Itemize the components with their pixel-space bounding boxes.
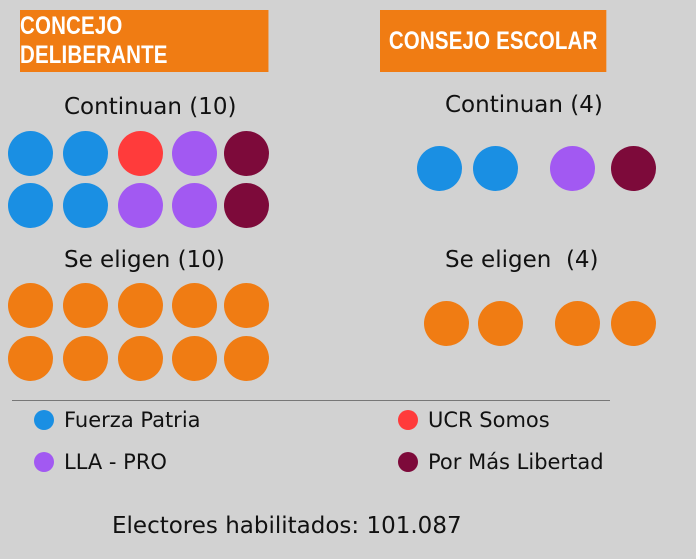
legend-label: Por Más Libertad <box>428 450 604 474</box>
seat-dot-continuan-por-mas-libertad <box>610 145 656 191</box>
consejo-eligen-label: Se eligen (4) <box>445 247 599 273</box>
legend-swatch <box>398 452 418 472</box>
consejo-continuan-label: Continuan (4) <box>445 92 603 118</box>
seat-dot-se-eligen <box>554 300 600 346</box>
legend-label: LLA - PRO <box>64 450 167 474</box>
seat-dot-se-eligen <box>477 300 523 346</box>
seat-dot-se-eligen <box>171 282 217 328</box>
seat-dot-se-eligen <box>610 300 656 346</box>
legend-swatch <box>34 452 54 472</box>
seat-dot-continuan-lla-pro <box>117 182 163 228</box>
seat-dot-se-eligen <box>423 300 469 346</box>
seat-dot-continuan-lla-pro <box>171 182 217 228</box>
seat-dot-se-eligen <box>117 282 163 328</box>
legend-item-lla-pro: LLA - PRO <box>34 450 167 474</box>
electores-habilitados: Electores habilitados: 101.087 <box>112 513 462 539</box>
seat-dot-se-eligen <box>7 335 53 381</box>
legend-swatch <box>34 410 54 430</box>
seat-dot-continuan-fuerza-patria <box>7 182 53 228</box>
seat-dot-continuan-fuerza-patria <box>62 130 108 176</box>
legend-label: Fuerza Patria <box>64 408 201 432</box>
legend-item-fuerza-patria: Fuerza Patria <box>34 408 201 432</box>
seat-dot-se-eligen <box>223 282 269 328</box>
concejo-continuan-label: Continuan (10) <box>64 94 237 120</box>
seat-dot-se-eligen <box>62 282 108 328</box>
legend-item-por-mas-libertad: Por Más Libertad <box>398 450 604 474</box>
consejo-title: CONSEJO ESCOLAR <box>388 26 598 55</box>
seat-dot-continuan-por-mas-libertad <box>223 182 269 228</box>
seat-dot-continuan-lla-pro <box>171 130 217 176</box>
legend-label: UCR Somos <box>428 408 550 432</box>
seat-dot-continuan-fuerza-patria <box>7 130 53 176</box>
seat-dot-continuan-ucr-somos <box>117 130 163 176</box>
consejo-escolar-banner: CONSEJO ESCOLAR <box>380 10 607 72</box>
concejo-title: CONCEJO DELIBERANTE <box>20 12 168 69</box>
seat-dot-se-eligen <box>223 335 269 381</box>
seat-dot-continuan-fuerza-patria <box>472 145 518 191</box>
seat-dot-se-eligen <box>7 282 53 328</box>
seat-dot-se-eligen <box>117 335 163 381</box>
seat-dot-continuan-por-mas-libertad <box>223 130 269 176</box>
seat-dot-se-eligen <box>62 335 108 381</box>
seat-dot-continuan-lla-pro <box>549 145 595 191</box>
seat-dot-continuan-fuerza-patria <box>62 182 108 228</box>
concejo-eligen-label: Se eligen (10) <box>64 247 225 273</box>
concejo-deliberante-banner: CONCEJO DELIBERANTE <box>20 10 269 72</box>
divider <box>12 400 610 401</box>
legend-item-ucr-somos: UCR Somos <box>398 408 550 432</box>
seat-dot-continuan-fuerza-patria <box>416 145 462 191</box>
seat-dot-se-eligen <box>171 335 217 381</box>
legend-swatch <box>398 410 418 430</box>
